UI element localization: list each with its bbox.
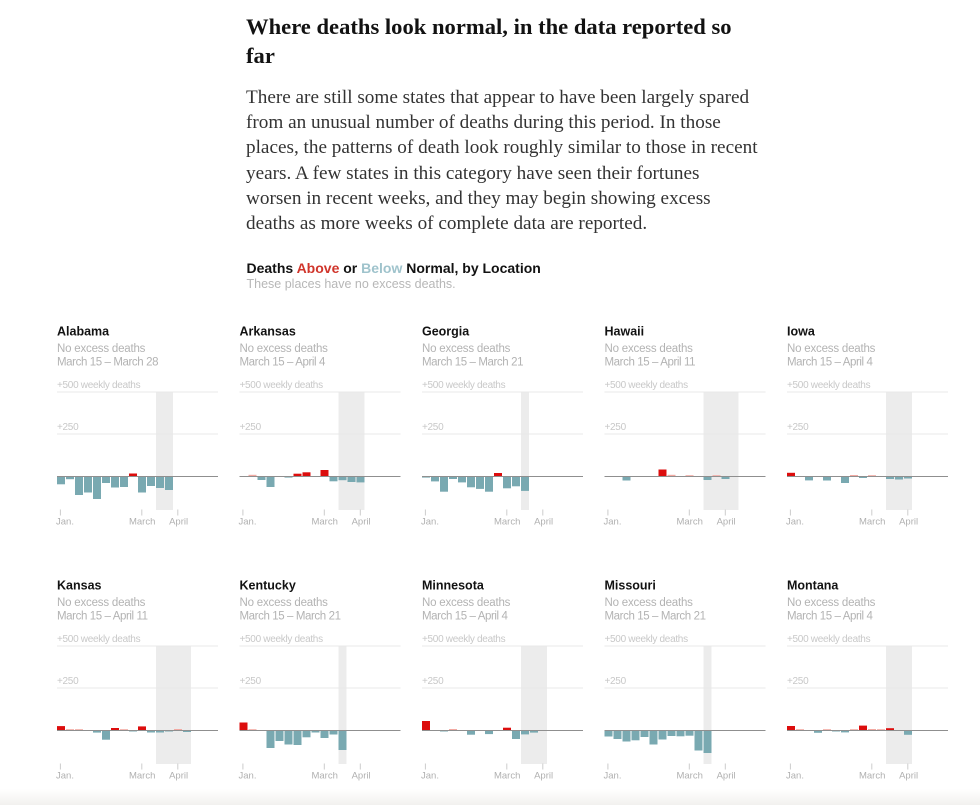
svg-text:Missouri: Missouri — [605, 579, 656, 593]
svg-text:Hawaii: Hawaii — [605, 325, 645, 339]
svg-text:No excess deaths: No excess deaths — [422, 343, 511, 355]
svg-text:+500 weekly deaths: +500 weekly deaths — [605, 380, 689, 391]
svg-text:+500 weekly deaths: +500 weekly deaths — [605, 634, 689, 645]
svg-text:March 15 – April 11: March 15 – April 11 — [605, 357, 696, 369]
svg-text:March 15 – March 28: March 15 – March 28 — [57, 357, 158, 369]
svg-text:April: April — [717, 517, 736, 528]
svg-text:April: April — [899, 517, 918, 528]
svg-text:+250: +250 — [422, 676, 444, 687]
svg-text:March: March — [859, 517, 885, 528]
svg-text:March: March — [311, 771, 337, 782]
svg-text:April: April — [899, 771, 918, 782]
svg-text:Jan.: Jan. — [56, 771, 74, 782]
svg-text:March 15 – March 21: March 15 – March 21 — [605, 611, 706, 623]
svg-text:+500 weekly deaths: +500 weekly deaths — [57, 380, 141, 391]
svg-text:March: March — [676, 517, 702, 528]
svg-text:No excess deaths: No excess deaths — [240, 597, 329, 609]
svg-text:April: April — [534, 771, 553, 782]
svg-text:Alabama: Alabama — [57, 325, 110, 339]
svg-text:No excess deaths: No excess deaths — [422, 597, 511, 609]
svg-text:+250: +250 — [422, 422, 444, 433]
svg-text:Arkansas: Arkansas — [240, 325, 296, 339]
svg-text:March 15 – April 4: March 15 – April 4 — [787, 611, 873, 623]
svg-text:Jan.: Jan. — [421, 771, 439, 782]
svg-text:No excess deaths: No excess deaths — [605, 597, 694, 609]
svg-text:+250: +250 — [787, 422, 809, 433]
svg-text:+500 weekly deaths: +500 weekly deaths — [422, 634, 506, 645]
svg-text:Jan.: Jan. — [421, 517, 439, 528]
svg-text:No excess deaths: No excess deaths — [57, 597, 146, 609]
svg-text:No excess deaths: No excess deaths — [787, 343, 876, 355]
svg-text:Jan.: Jan. — [239, 517, 257, 528]
svg-text:April: April — [169, 771, 188, 782]
svg-text:+250: +250 — [787, 676, 809, 687]
svg-text:No excess deaths: No excess deaths — [605, 343, 694, 355]
svg-text:March 15 – March 21: March 15 – March 21 — [240, 611, 341, 623]
svg-text:Jan.: Jan. — [786, 517, 804, 528]
svg-text:+500 weekly deaths: +500 weekly deaths — [240, 634, 324, 645]
svg-text:No excess deaths: No excess deaths — [57, 343, 146, 355]
svg-text:April: April — [169, 517, 188, 528]
svg-text:March 15 – March 21: March 15 – March 21 — [422, 357, 523, 369]
svg-text:No excess deaths: No excess deaths — [240, 343, 329, 355]
svg-text:April: April — [534, 517, 553, 528]
svg-text:March 15 – April 4: March 15 – April 4 — [240, 357, 326, 369]
svg-text:Minnesota: Minnesota — [422, 579, 485, 593]
svg-text:+250: +250 — [240, 422, 262, 433]
svg-text:+500 weekly deaths: +500 weekly deaths — [787, 634, 871, 645]
svg-text:+250: +250 — [605, 676, 627, 687]
svg-text:Jan.: Jan. — [56, 517, 74, 528]
svg-text:+500 weekly deaths: +500 weekly deaths — [422, 380, 506, 391]
svg-text:March: March — [129, 771, 155, 782]
svg-text:March: March — [676, 771, 702, 782]
svg-text:March 15 – April 4: March 15 – April 4 — [787, 357, 873, 369]
svg-text:March 15 – April 4: March 15 – April 4 — [422, 611, 508, 623]
svg-text:Iowa: Iowa — [787, 325, 816, 339]
svg-text:April: April — [352, 517, 371, 528]
svg-text:March 15 – April 11: March 15 – April 11 — [57, 611, 148, 623]
svg-text:Montana: Montana — [787, 579, 839, 593]
svg-text:Jan.: Jan. — [786, 771, 804, 782]
svg-text:+500 weekly deaths: +500 weekly deaths — [787, 380, 871, 391]
svg-text:Kentucky: Kentucky — [240, 579, 296, 593]
svg-text:+250: +250 — [240, 676, 262, 687]
svg-text:March: March — [494, 771, 520, 782]
svg-text:+500 weekly deaths: +500 weekly deaths — [57, 634, 141, 645]
svg-text:Jan.: Jan. — [239, 771, 257, 782]
svg-text:+250: +250 — [605, 422, 627, 433]
svg-text:March: March — [859, 771, 885, 782]
svg-text:No excess deaths: No excess deaths — [787, 597, 876, 609]
svg-text:March: March — [311, 517, 337, 528]
svg-text:March: March — [494, 517, 520, 528]
svg-text:+250: +250 — [57, 676, 79, 687]
svg-text:April: April — [717, 771, 736, 782]
svg-text:Jan.: Jan. — [604, 517, 622, 528]
svg-text:Kansas: Kansas — [57, 579, 102, 593]
svg-text:Jan.: Jan. — [604, 771, 622, 782]
svg-text:+250: +250 — [57, 422, 79, 433]
svg-text:+500 weekly deaths: +500 weekly deaths — [240, 380, 324, 391]
svg-text:April: April — [352, 771, 371, 782]
svg-text:Georgia: Georgia — [422, 325, 470, 339]
svg-text:March: March — [129, 517, 155, 528]
